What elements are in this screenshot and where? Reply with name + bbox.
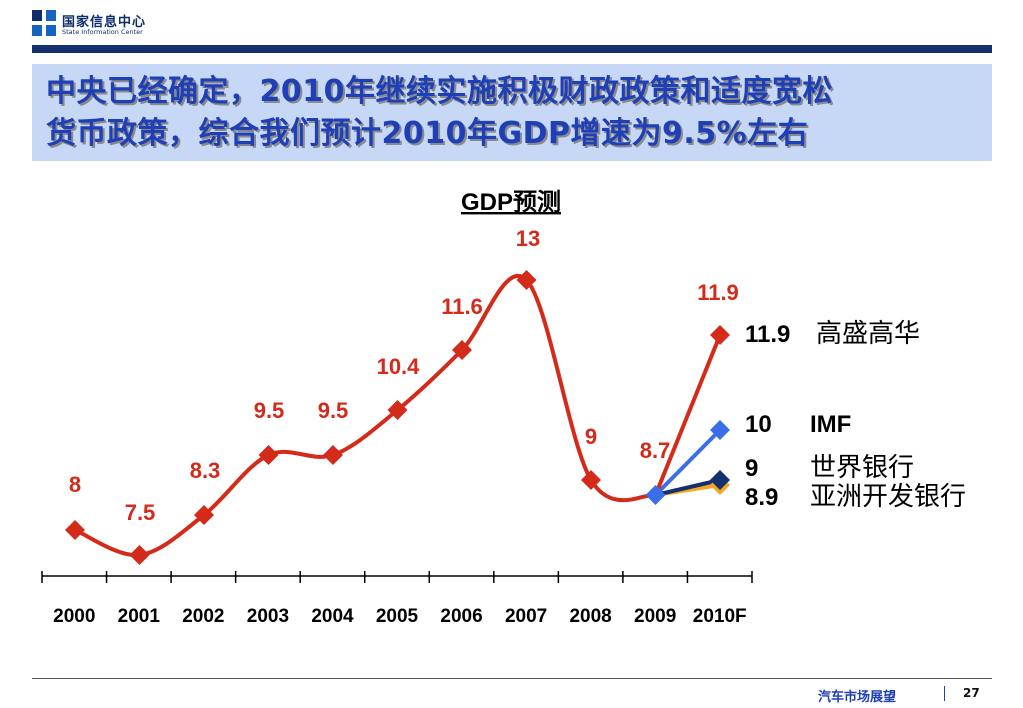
forecast-source-label: IMF (810, 411, 851, 438)
data-label: 8 (69, 472, 81, 497)
data-point (387, 400, 408, 420)
data-point (258, 445, 279, 465)
x-tick-label: 2008 (569, 606, 611, 627)
data-point (129, 545, 150, 565)
forecast-line-imf (653, 428, 722, 497)
slide-title-line-1: 中央已经确定，2010年继续实施积极财政政策和适度宽松 (46, 74, 833, 109)
forecast-source-label: 高盛高华 (816, 318, 920, 348)
forecast-point-imf (710, 420, 730, 440)
logo: 国家信息中心 State Information Center (32, 10, 272, 40)
data-label: 9.5 (318, 398, 349, 423)
data-label: 9.5 (254, 398, 285, 423)
data-point-2009 (645, 485, 666, 505)
logo-text-cn: 国家信息中心 (62, 15, 147, 30)
data-label: 11.6 (441, 294, 483, 319)
data-label: 13 (516, 226, 540, 251)
forecast-point-world-bank (710, 470, 730, 490)
data-point (581, 470, 601, 490)
forecast-line-world-bank (653, 478, 722, 497)
forecast-source-label: 世界银行 (810, 452, 914, 482)
footer-section-label: 汽车市场展望 (818, 690, 897, 705)
forecast-value-label: 8.9 (745, 484, 778, 511)
data-point (516, 270, 537, 290)
data-label: 8.3 (190, 458, 221, 483)
forecast-value-label: 10 (745, 411, 772, 438)
forecast-value-label: 9 (745, 455, 758, 482)
x-tick-label: 2004 (311, 606, 354, 627)
page-number: 27 (963, 686, 980, 700)
forecast-source-label: 亚洲开发银行 (810, 481, 966, 511)
gdp-line-historical (73, 274, 658, 558)
forecast-point-goldman (710, 325, 730, 345)
footer-divider (32, 678, 992, 679)
x-tick-label: 2010F (693, 606, 747, 627)
data-label: 7.5 (125, 500, 156, 525)
data-point (452, 340, 472, 360)
x-tick-label: 2002 (182, 606, 224, 627)
data-point (194, 505, 214, 525)
x-tick-label: 2000 (53, 606, 95, 627)
chart-title: GDP预测 (461, 189, 561, 216)
data-label: 10.4 (377, 354, 421, 379)
x-tick-label: 2001 (118, 606, 161, 627)
forecast-value-label: 11.9 (745, 321, 790, 348)
data-label: 9 (585, 424, 597, 449)
slide-title-box: 中央已经确定，2010年继续实施积极财政政策和适度宽松 货币政策，综合我们预计2… (32, 64, 992, 161)
data-label: 8.7 (640, 438, 671, 463)
x-tick-label: 2009 (634, 606, 676, 627)
forecast-line-goldman (653, 333, 722, 497)
header-divider (32, 45, 992, 53)
data-point (323, 445, 343, 465)
data-point (65, 520, 85, 540)
state-info-center-logo-icon (32, 10, 56, 36)
x-tick-label: 2003 (247, 606, 289, 627)
slide-title-line-2: 货币政策，综合我们预计2010年GDP增速为9.5%左右 (46, 116, 809, 151)
data-label: 11.9 (697, 280, 739, 305)
footer-separator (944, 686, 945, 701)
x-tick-label: 2005 (376, 606, 419, 627)
logo-text-en: State Information Center (62, 28, 143, 36)
x-tick-label: 2007 (505, 606, 547, 627)
x-tick-label: 2006 (440, 606, 482, 627)
